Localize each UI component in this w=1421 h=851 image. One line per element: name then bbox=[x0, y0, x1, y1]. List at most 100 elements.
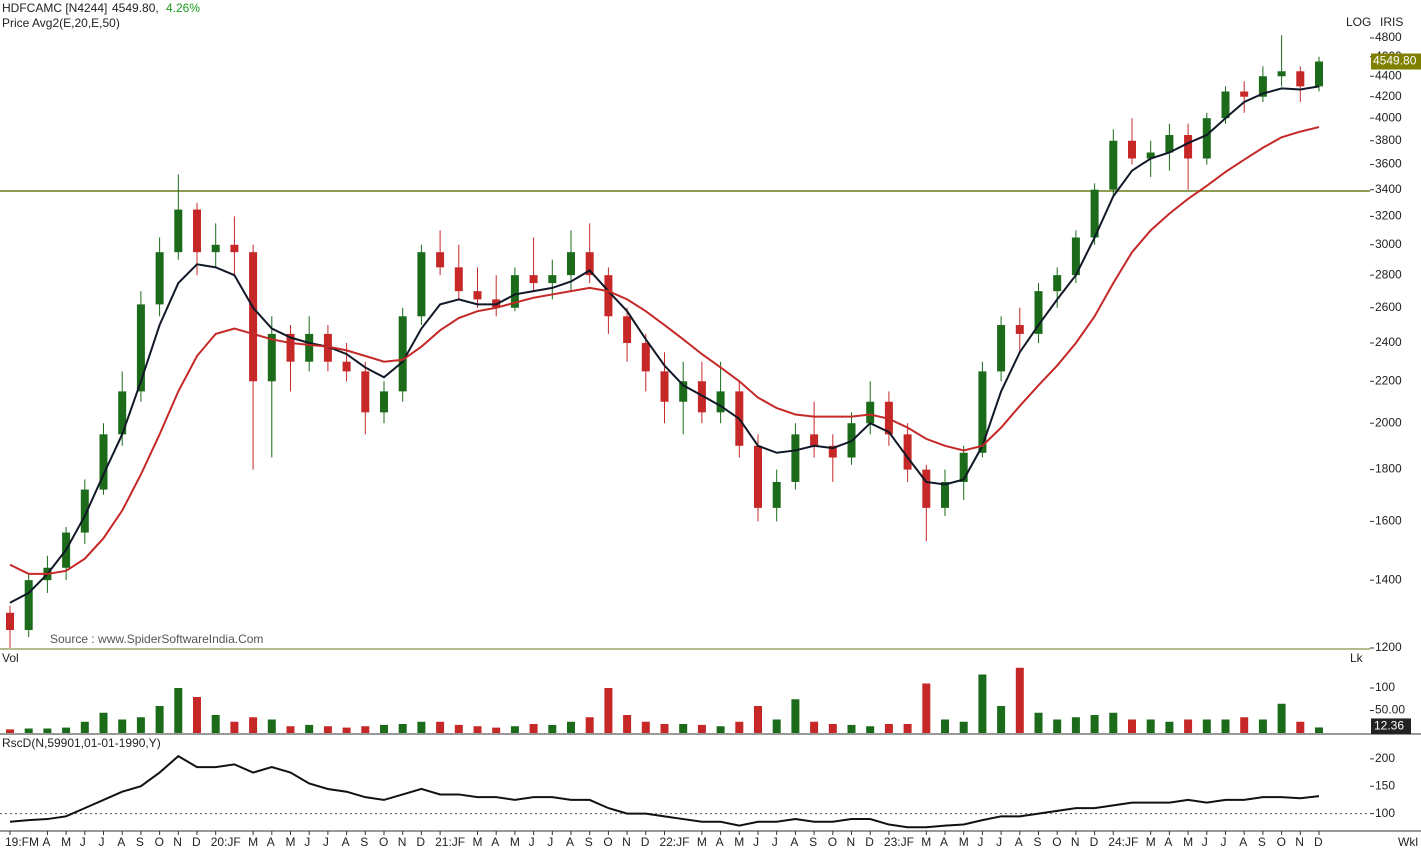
candle-body bbox=[697, 381, 706, 413]
volume-bar bbox=[249, 717, 258, 733]
volume-bar bbox=[941, 719, 949, 733]
volume-bar bbox=[1090, 715, 1099, 733]
x-tick-label: S bbox=[1258, 835, 1266, 849]
volume-bar bbox=[1109, 712, 1118, 733]
volume-bar bbox=[193, 697, 201, 733]
x-tick-label: S bbox=[809, 835, 817, 849]
symbol: HDFCAMC [N4244] bbox=[2, 1, 107, 15]
candle-body bbox=[436, 252, 445, 268]
volume-bar bbox=[847, 724, 856, 733]
x-tick-label: N bbox=[173, 835, 182, 849]
x-tick-label: A bbox=[716, 835, 724, 849]
candle-body bbox=[398, 316, 407, 392]
x-tick-label: 20:JF bbox=[211, 835, 241, 849]
y-tick-label: 50.00 bbox=[1375, 703, 1405, 717]
volume-bar bbox=[716, 726, 725, 733]
candle-body bbox=[417, 252, 426, 317]
x-tick-label: J bbox=[1202, 835, 1208, 849]
y-tick-label: 3400 bbox=[1375, 182, 1402, 196]
candle-body bbox=[473, 291, 482, 300]
volume-bar bbox=[1165, 721, 1174, 733]
x-tick-label: 21:JF bbox=[435, 835, 465, 849]
candle-body bbox=[267, 333, 276, 382]
volume-bar bbox=[997, 706, 1006, 733]
candle-body bbox=[828, 445, 837, 458]
volume-bar bbox=[211, 715, 220, 733]
x-tick-label: A bbox=[1164, 835, 1172, 849]
candle-body bbox=[641, 342, 650, 372]
x-tick-label: A bbox=[790, 835, 798, 849]
volume-bar bbox=[510, 726, 519, 733]
volume-unit: Lk bbox=[1350, 651, 1364, 665]
candle-body bbox=[1296, 71, 1305, 87]
volume-bar bbox=[492, 727, 501, 733]
x-tick-label: A bbox=[1239, 835, 1247, 849]
candle-body bbox=[978, 371, 987, 453]
price-text: 4549.80, bbox=[112, 1, 159, 15]
x-tick-label: A bbox=[491, 835, 499, 849]
volume-bar bbox=[1146, 719, 1155, 733]
candle-body bbox=[24, 580, 33, 631]
volume-bar bbox=[1296, 721, 1305, 733]
volume-bar bbox=[174, 688, 183, 733]
x-tick-label: D bbox=[1090, 835, 1099, 849]
x-tick-label: J bbox=[996, 835, 1002, 849]
candle-body bbox=[99, 434, 108, 490]
x-tick-label: A bbox=[117, 835, 125, 849]
volume-bar bbox=[1315, 727, 1323, 733]
candle-body bbox=[249, 252, 258, 382]
volume-bar bbox=[623, 715, 632, 733]
candle-body bbox=[1240, 91, 1249, 97]
volume-bar bbox=[323, 726, 332, 733]
x-tick-label: M bbox=[248, 835, 258, 849]
x-tick-label: M bbox=[1146, 835, 1156, 849]
x-tick-label: A bbox=[566, 835, 574, 849]
scale-label: LOG bbox=[1346, 15, 1371, 29]
x-tick-label: N bbox=[398, 835, 407, 849]
volume-bar bbox=[136, 717, 145, 733]
candle-body bbox=[548, 275, 557, 284]
volume-bar bbox=[436, 721, 445, 733]
y-tick-label: 1200 bbox=[1375, 640, 1402, 654]
candle-body bbox=[941, 481, 949, 508]
x-tick-label: 22:JF bbox=[660, 835, 690, 849]
volume-bar bbox=[155, 706, 164, 733]
x-tick-label: M bbox=[959, 835, 969, 849]
volume-bar bbox=[810, 721, 819, 733]
volume-bar bbox=[660, 724, 669, 733]
moving-average bbox=[9, 85, 1320, 604]
volume-bar bbox=[679, 724, 688, 733]
x-tick-label: J bbox=[1221, 835, 1227, 849]
candle-body bbox=[118, 391, 127, 435]
candle-body bbox=[155, 252, 164, 305]
candle-body bbox=[1165, 135, 1174, 153]
volume-bar bbox=[417, 721, 426, 733]
x-tick-label: M bbox=[734, 835, 744, 849]
candle-body bbox=[361, 371, 370, 413]
candle-body bbox=[1034, 291, 1043, 334]
candle-body bbox=[136, 304, 145, 392]
volume-bar bbox=[473, 726, 482, 733]
candle-body bbox=[716, 391, 725, 413]
moving-average bbox=[9, 126, 1320, 575]
candle-body bbox=[1315, 61, 1323, 87]
volume-bar bbox=[529, 724, 538, 733]
last-price-box bbox=[1371, 53, 1421, 70]
volume-bar bbox=[230, 721, 239, 733]
volume-bar bbox=[922, 683, 931, 733]
volume-bar bbox=[1258, 719, 1267, 733]
x-tick-label: 24:JF bbox=[1108, 835, 1138, 849]
volume-bar bbox=[772, 719, 781, 733]
volume-bar bbox=[1240, 717, 1249, 733]
volume-bar bbox=[62, 727, 71, 733]
y-tick-label: 4800 bbox=[1375, 30, 1402, 44]
x-tick-label: J bbox=[80, 835, 86, 849]
x-tick-label: N bbox=[1295, 835, 1304, 849]
volume-bar bbox=[1277, 703, 1286, 733]
candle-body bbox=[1146, 152, 1155, 159]
volume-bar bbox=[286, 726, 295, 733]
x-tick-label: M bbox=[921, 835, 931, 849]
x-tick-label: D bbox=[641, 835, 650, 849]
volume-bar bbox=[1053, 719, 1062, 733]
volume-bar bbox=[361, 726, 370, 733]
